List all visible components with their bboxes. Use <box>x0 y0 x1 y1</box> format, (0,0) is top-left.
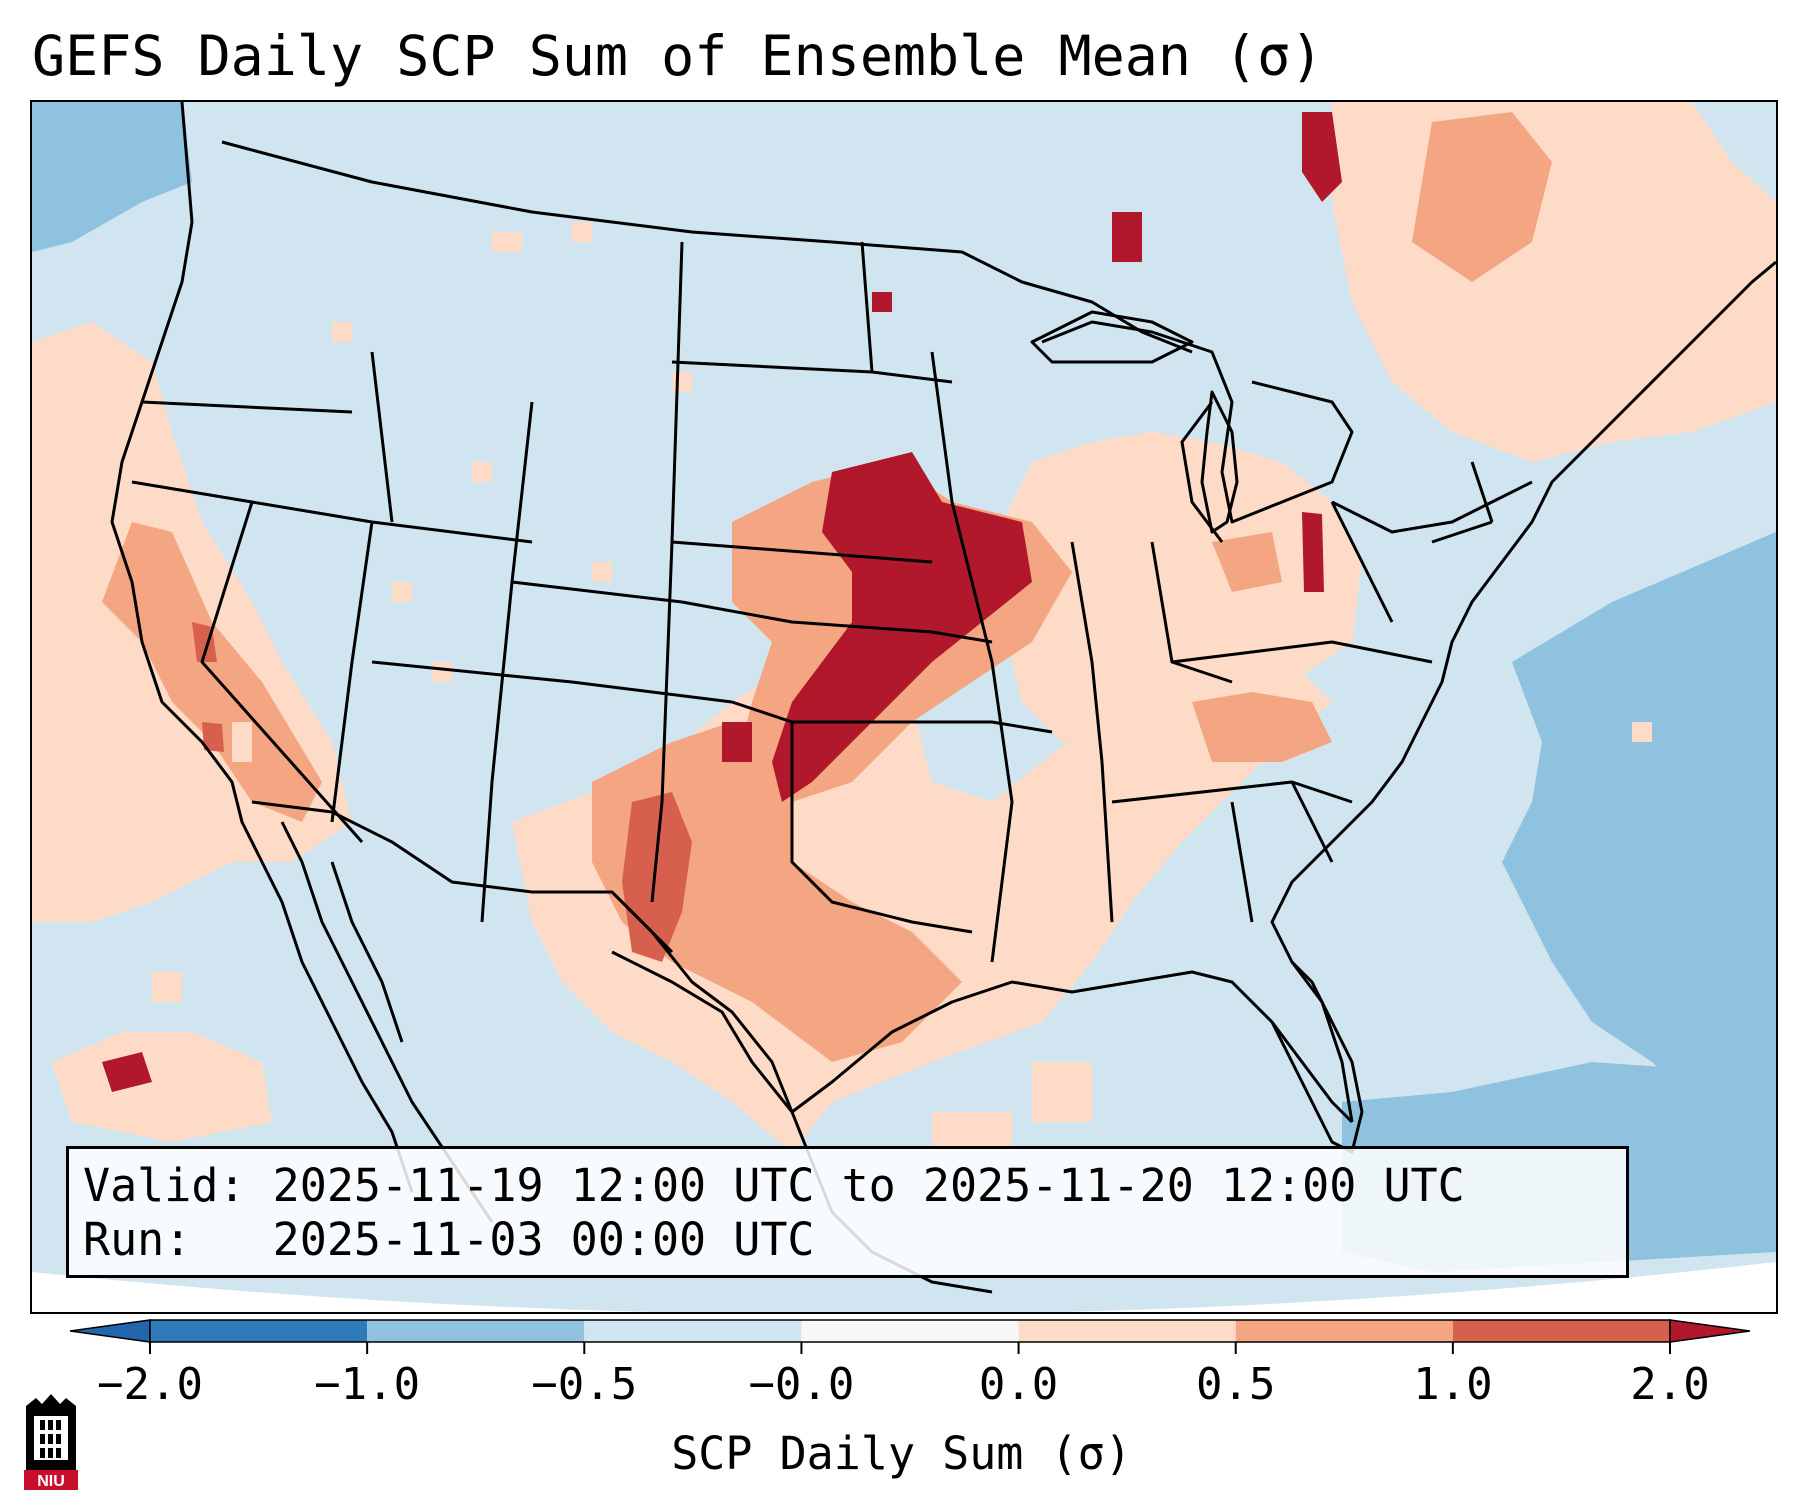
great-lakes <box>1041 320 1533 543</box>
texas-moderate-region <box>592 722 962 1062</box>
run-label: Run: <box>83 1213 192 1266</box>
niu-logo-text: NIU <box>37 1473 65 1490</box>
colorbar-segment <box>150 1320 368 1342</box>
lake-superior <box>1030 310 1194 364</box>
valid-label: Valid: <box>83 1159 246 1212</box>
colorbar-tick-label: 0.5 <box>1195 1359 1276 1410</box>
colorbar-segment <box>1235 1320 1453 1342</box>
colorbar <box>70 1319 1750 1354</box>
run-line: Run: 2025-11-03 00:00 UTC <box>83 1213 1612 1267</box>
west-coastline <box>110 102 414 1193</box>
valid-value: 2025-11-19 12:00 UTC to 2025-11-20 12:00… <box>272 1159 1465 1212</box>
projection-edge <box>32 1262 1776 1312</box>
colorbar-outline <box>149 1319 1671 1343</box>
state-lines-east <box>1070 461 1494 923</box>
niu-logo: NIU <box>24 1394 78 1490</box>
upper-midwest-strong-cell <box>872 212 1142 312</box>
east-coastline <box>1270 260 1776 1123</box>
florida-peninsula <box>1270 960 1364 1154</box>
michigan-strong-cell <box>1302 512 1324 592</box>
colorbar-segment <box>1452 1320 1670 1342</box>
colorbar-tick-label: −0.5 <box>531 1359 638 1410</box>
colorbar-tick-label: −0.0 <box>748 1359 855 1410</box>
scp-anomaly-map <box>32 102 1776 1312</box>
scattered-positive-cells <box>92 222 1652 1152</box>
ontario-strong-cell <box>1302 112 1342 202</box>
pacific-nw-negative-region <box>32 102 192 252</box>
map-boundaries <box>110 102 1776 1294</box>
baja-gulf-coast <box>330 861 404 1043</box>
pacific-southwest-positive <box>52 1032 272 1142</box>
colorbar-extend-low <box>70 1319 151 1343</box>
colorbar-extend-high <box>1669 1319 1750 1343</box>
pacific-southwest-strong <box>102 1052 152 1092</box>
ohio-valley-moderate-region <box>1192 532 1332 762</box>
midwest-positive-region <box>992 432 1362 742</box>
colorbar-segment <box>1018 1320 1236 1342</box>
colorbar-tick-label: −2.0 <box>97 1359 203 1410</box>
colorbar-segment <box>584 1320 802 1342</box>
colorbar-segment <box>367 1320 585 1342</box>
anomaly-shading <box>32 102 1776 1272</box>
lake-michigan <box>1200 390 1239 534</box>
valid-time-box: Valid: 2025-11-19 12:00 UTC to 2025-11-2… <box>66 1146 1629 1278</box>
colorbar-tick-label: 0.0 <box>978 1359 1059 1410</box>
map-panel <box>30 100 1778 1314</box>
state-lines-west <box>131 351 733 923</box>
colorbar-tick-label: 2.0 <box>1630 1359 1710 1410</box>
northeast-moderate-region <box>1412 112 1552 282</box>
colorbar-label: SCP Daily Sum (σ) <box>671 1427 1132 1480</box>
atlantic-negative-region <box>1502 532 1776 1102</box>
valid-line: Valid: 2025-11-19 12:00 UTC to 2025-11-2… <box>83 1159 1612 1213</box>
rio-grande <box>610 890 794 1113</box>
colorbar-tick-label: −1.0 <box>314 1359 421 1410</box>
state-lines-central <box>650 241 1053 963</box>
kansas-strong-cell <box>722 572 892 762</box>
gulf-coastline <box>611 950 1354 1124</box>
niu-logo-banner <box>24 1470 78 1490</box>
map-title: GEFS Daily SCP Sum of Ensemble Mean (σ) <box>32 24 1324 88</box>
california-strong-cell <box>192 622 224 752</box>
central-plains-strong-band <box>772 452 1032 802</box>
run-value: 2025-11-03 00:00 UTC <box>272 1213 815 1266</box>
colorbar-segment <box>801 1320 1019 1342</box>
colorbar-tick-label: 1.0 <box>1413 1359 1493 1410</box>
